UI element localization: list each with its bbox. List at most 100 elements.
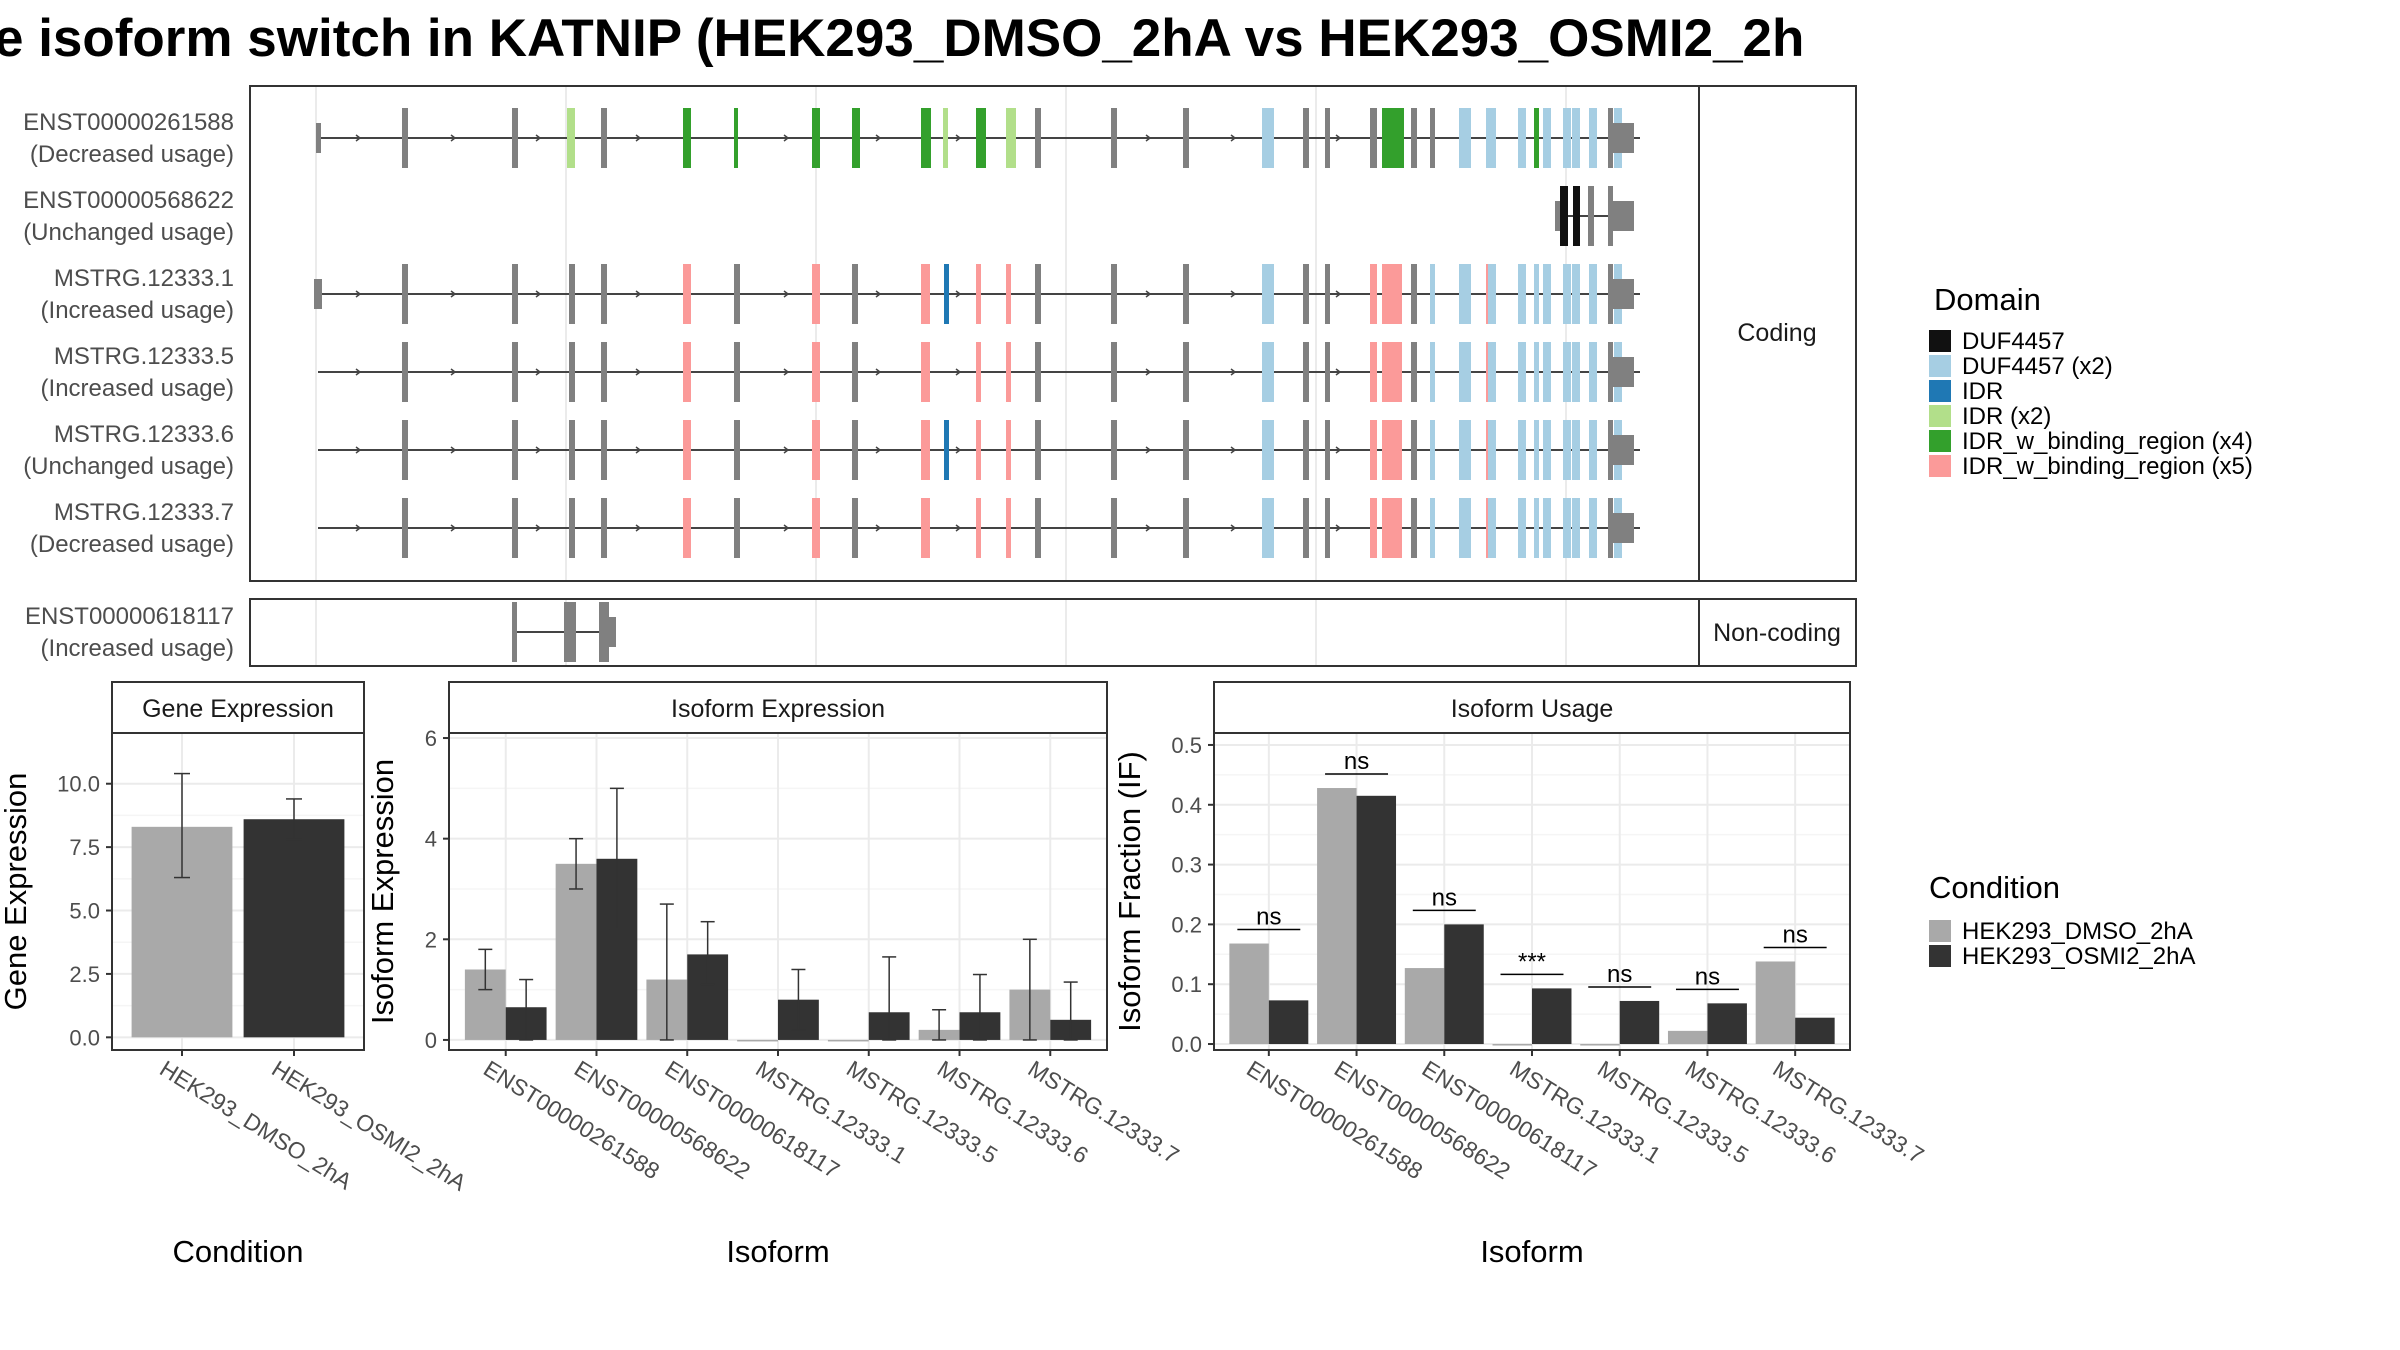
exon bbox=[1035, 342, 1041, 402]
strand-arrow bbox=[955, 134, 962, 142]
coding-strip-label: Coding bbox=[1737, 319, 1816, 347]
exon bbox=[601, 108, 607, 168]
bar bbox=[1795, 1017, 1835, 1045]
strand-arrow bbox=[355, 446, 362, 454]
exon bbox=[1183, 342, 1189, 402]
y-tick-label: 0.0 bbox=[69, 1025, 100, 1050]
strand-arrow bbox=[635, 134, 642, 142]
legend-key bbox=[1929, 920, 1951, 942]
strand-arrow bbox=[955, 290, 962, 298]
legend-key bbox=[1929, 945, 1951, 967]
domain-segment bbox=[944, 264, 949, 324]
exon bbox=[1370, 264, 1377, 324]
isoform-track-5 bbox=[318, 420, 1640, 480]
chart-strip bbox=[111, 681, 365, 734]
exon bbox=[1006, 420, 1011, 480]
condition-legend: Condition HEK293_DMSO_2hAHEK293_OSMI2_2h… bbox=[1929, 870, 2195, 970]
exon bbox=[734, 420, 740, 480]
exon bbox=[1111, 264, 1117, 324]
exon-utr bbox=[608, 617, 616, 647]
exon bbox=[1325, 498, 1330, 558]
strand-arrow bbox=[1145, 134, 1152, 142]
legend-label: DUF4457 (x2) bbox=[1962, 353, 2113, 380]
isoform-track-3 bbox=[314, 264, 1640, 324]
track-label-usage: (Decreased usage) bbox=[30, 531, 234, 558]
domain-segment bbox=[1543, 342, 1551, 402]
exon bbox=[1608, 264, 1613, 324]
domain-segment bbox=[1518, 498, 1526, 558]
exon bbox=[1111, 108, 1117, 168]
strand-arrow bbox=[1145, 290, 1152, 298]
exon bbox=[402, 108, 408, 168]
strand-arrow bbox=[355, 134, 362, 142]
track-label-id: ENST00000618117 bbox=[25, 603, 234, 630]
exon bbox=[976, 264, 981, 324]
legend-key bbox=[1929, 455, 1951, 477]
significance-label: ns bbox=[1256, 904, 1281, 931]
exon bbox=[976, 420, 981, 480]
exon bbox=[1325, 420, 1330, 480]
exon bbox=[569, 498, 575, 558]
bar bbox=[1667, 1030, 1708, 1045]
exon bbox=[852, 420, 858, 480]
track-label-id: MSTRG.12333.6 bbox=[54, 421, 234, 448]
track-label-usage: (Decreased usage) bbox=[30, 141, 234, 168]
strand-arrow bbox=[1335, 134, 1342, 142]
exon bbox=[1411, 108, 1417, 168]
condition-legend-title: Condition bbox=[1929, 870, 2060, 905]
domain-segment bbox=[1572, 342, 1580, 402]
strand-arrow bbox=[1230, 290, 1237, 298]
exon bbox=[1325, 342, 1330, 402]
chart-1: Gene Expression 0.0 2.5 5.0 7.5 10.0 HEK293_DM… bbox=[0, 681, 471, 1269]
domain-segment bbox=[922, 264, 930, 324]
exon bbox=[512, 342, 518, 402]
strand-arrow bbox=[535, 290, 542, 298]
significance-label: ns bbox=[1695, 963, 1720, 990]
exon bbox=[683, 264, 691, 324]
y-axis-label: Isoform Fraction (IF) bbox=[1112, 751, 1147, 1032]
exon bbox=[1589, 108, 1597, 168]
exon bbox=[812, 264, 820, 324]
domain-segment bbox=[1262, 342, 1274, 402]
exon bbox=[1035, 264, 1041, 324]
track-label-id: MSTRG.12333.1 bbox=[54, 265, 234, 292]
isoform-track-6 bbox=[318, 498, 1640, 558]
exon bbox=[1111, 342, 1117, 402]
track-label-usage: (Increased usage) bbox=[41, 297, 234, 324]
structure-panel-coding: Coding bbox=[249, 85, 1857, 582]
y-tick-label: 6 bbox=[425, 726, 437, 751]
x-tick-label: HEK293_DMSO_2hA bbox=[155, 1055, 357, 1195]
track-label-usage: (Increased usage) bbox=[41, 635, 234, 662]
exon bbox=[1035, 420, 1041, 480]
exon-utr bbox=[1612, 357, 1634, 387]
exon bbox=[1430, 420, 1435, 480]
coding-strip bbox=[1698, 85, 1857, 582]
exon bbox=[852, 498, 858, 558]
exon bbox=[1411, 498, 1417, 558]
x-tick-label: MSTRG.12333.5 bbox=[842, 1055, 1002, 1169]
domain-segment bbox=[1543, 498, 1551, 558]
bar bbox=[1356, 795, 1397, 1045]
exon bbox=[512, 498, 518, 558]
track-label-usage: (Increased usage) bbox=[41, 375, 234, 402]
chart-title: Isoform Expression bbox=[671, 695, 885, 723]
exon bbox=[976, 498, 981, 558]
chart-title: Isoform Usage bbox=[1451, 695, 1614, 723]
chart-title: Gene Expression bbox=[142, 695, 334, 723]
strand-arrow bbox=[955, 446, 962, 454]
legend-label: DUF4457 bbox=[1962, 328, 2065, 355]
exon bbox=[601, 264, 607, 324]
exon bbox=[1325, 108, 1330, 168]
strand-arrow bbox=[783, 134, 790, 142]
y-tick-label: 7.5 bbox=[69, 835, 100, 860]
domain-segment bbox=[1488, 420, 1496, 480]
legend-key bbox=[1929, 430, 1951, 452]
exon bbox=[1303, 498, 1309, 558]
domain-segment bbox=[1572, 108, 1580, 168]
isoform-track-2 bbox=[1555, 186, 1634, 246]
legend-label: HEK293_OSMI2_2hA bbox=[1962, 943, 2195, 970]
strand-arrow bbox=[450, 446, 457, 454]
exon bbox=[1183, 498, 1189, 558]
